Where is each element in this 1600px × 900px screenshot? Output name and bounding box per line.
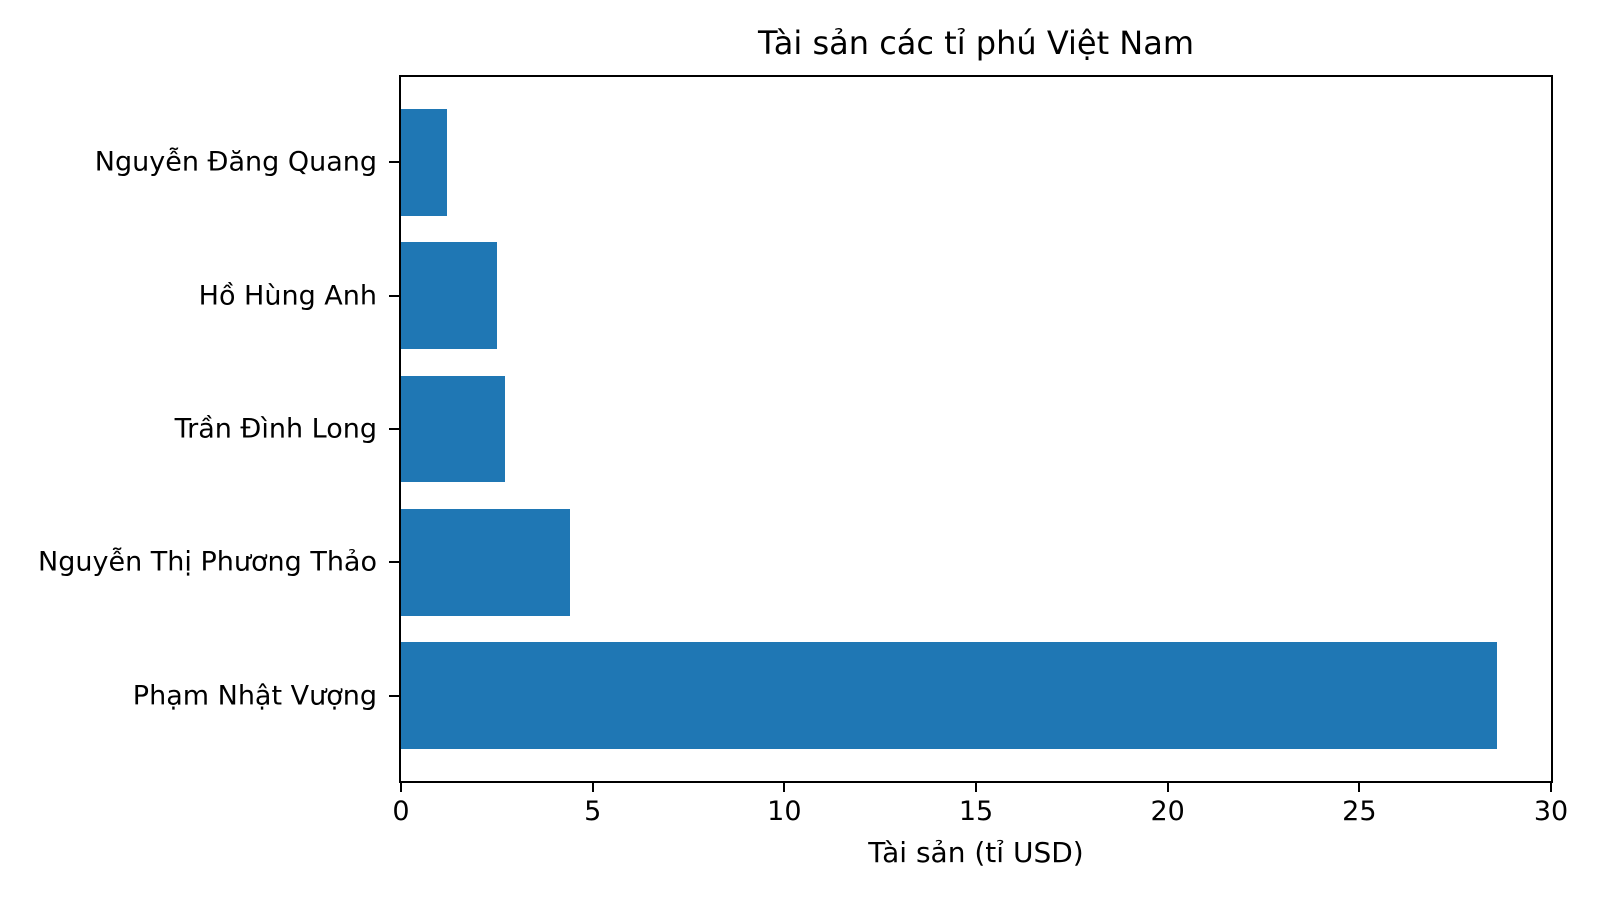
y-tick-label: Phạm Nhật Vượng [132, 680, 377, 712]
x-tick-label: 10 [767, 796, 802, 827]
y-tick-mark [389, 428, 399, 430]
x-tick-label: 5 [584, 796, 602, 827]
x-tick-mark [1358, 783, 1361, 792]
x-tick-mark [591, 783, 594, 792]
x-tick-label: 30 [1533, 796, 1569, 827]
y-tick-mark [389, 694, 399, 697]
bar [401, 109, 447, 216]
x-tick-label: 15 [958, 796, 994, 827]
y-tick-mark [389, 294, 399, 297]
y-tick-mark [389, 161, 399, 164]
y-tick-label: Trần Đình Long [174, 413, 377, 445]
y-tick-label: Nguyễn Đăng Quang [94, 146, 377, 178]
y-tick-label: Nguyễn Thị Phương Thảo [38, 546, 377, 578]
bar [401, 509, 570, 616]
x-tick-mark [975, 783, 977, 792]
bar [401, 375, 505, 483]
plot-area [399, 75, 1553, 783]
x-axis-label: Tài sản (tỉ USD) [868, 836, 1084, 869]
y-tick-label: Hồ Hùng Anh [198, 280, 377, 312]
x-tick-mark [1550, 783, 1552, 792]
bar [401, 642, 1498, 749]
x-tick-mark [1166, 783, 1169, 792]
chart-title: Tài sản các tỉ phú Việt Nam [757, 24, 1195, 62]
x-tick-mark [783, 783, 786, 792]
x-tick-label: 20 [1150, 796, 1185, 827]
bar [401, 242, 497, 349]
x-tick-label: 25 [1342, 796, 1377, 827]
x-tick-label: 0 [392, 796, 410, 827]
x-tick-mark [400, 783, 402, 792]
y-tick-mark [389, 561, 399, 564]
